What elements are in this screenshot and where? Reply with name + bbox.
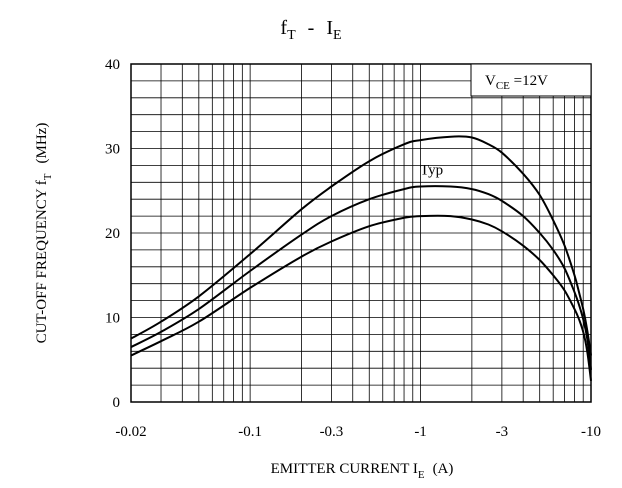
chart-title: fT - IE [280, 17, 341, 43]
series-group [130, 135, 592, 382]
condition-value: =12V [510, 73, 548, 89]
series-line-1 [130, 135, 592, 356]
title-var: I [326, 17, 333, 39]
x-tick-label: -0.3 [320, 424, 344, 440]
x-axis-label-sub: E [418, 469, 425, 481]
grid [130, 63, 592, 403]
condition-box [470, 63, 592, 97]
y-axis-label: CUT-OFF FREQUENCY fT (MHz) [34, 123, 54, 344]
x-axis-label-unit: (A) [433, 461, 454, 477]
y-tick-label: 10 [105, 311, 120, 327]
y-axis-label-text: CUT-OFF FREQUENCY f [34, 180, 50, 343]
title-main-sub: T [287, 28, 296, 43]
y-tick-label: 20 [105, 226, 120, 242]
condition-var: V [485, 73, 496, 89]
x-tick-label: -10 [581, 424, 601, 440]
annotation-typ: Typ [420, 163, 443, 179]
title-var-sub: E [333, 28, 342, 43]
y-tick-label: 30 [105, 142, 120, 158]
y-tick-label: 40 [105, 57, 120, 73]
x-tick-label: -0.1 [238, 424, 262, 440]
title-main: f [280, 17, 287, 39]
series-line-2 [130, 185, 592, 371]
y-tick-label: 0 [113, 395, 121, 411]
x-tick-labels: -0.02 -0.1 -0.3 -1 -3 -10 [115, 424, 601, 440]
x-tick-label: -3 [496, 424, 509, 440]
x-axis-label: EMITTER CURRENT IE (A) [271, 461, 454, 481]
y-tick-labels: 0 10 20 30 40 [105, 57, 120, 411]
x-tick-label: -0.02 [115, 424, 146, 440]
condition-sub: CE [496, 80, 510, 92]
title-sep: - [308, 17, 315, 39]
y-axis-label-sub: T [42, 173, 54, 180]
plot-frame [130, 63, 592, 403]
x-axis-label-text: EMITTER CURRENT I [271, 461, 418, 477]
condition-label: VCE =12V [485, 73, 548, 92]
x-tick-label: -1 [414, 424, 427, 440]
series-line-3 [130, 214, 592, 382]
y-axis-label-unit: (MHz) [34, 123, 50, 164]
